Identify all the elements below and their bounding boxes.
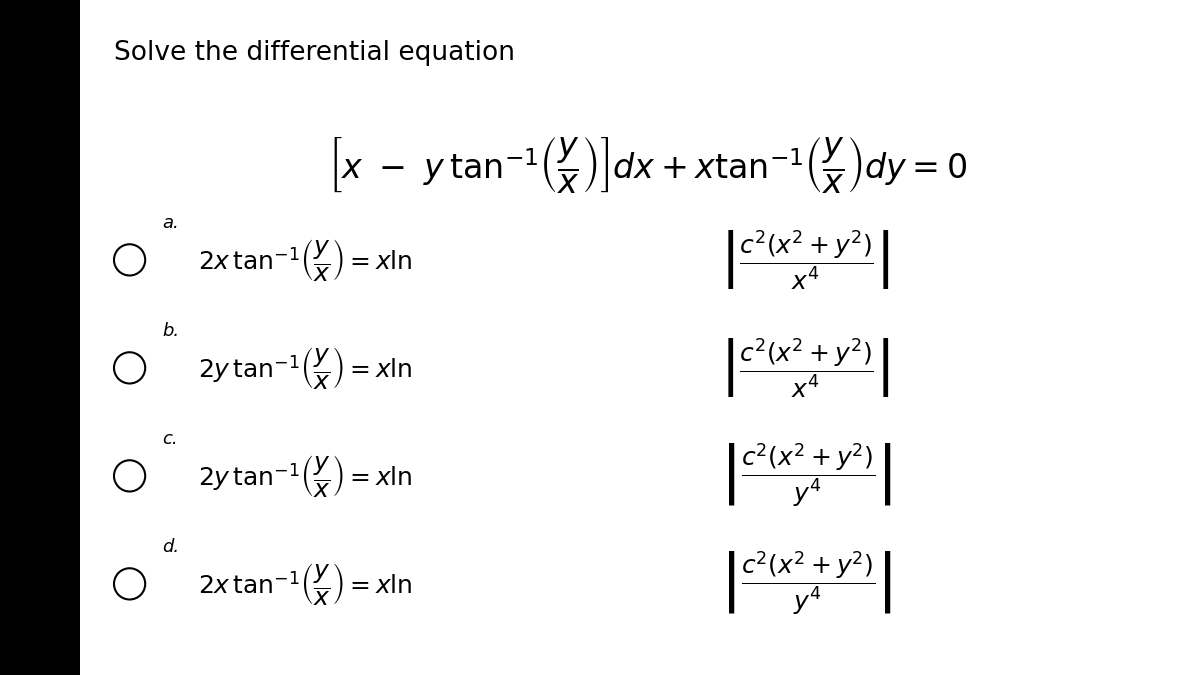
Text: $\left|\dfrac{c^2(x^2+y^2)}{x^4}\right|$: $\left|\dfrac{c^2(x^2+y^2)}{x^4}\right|$ <box>720 336 889 400</box>
Text: $\left[x\ -\ y\,\tan^{-1}\!\left(\dfrac{y}{x}\right)\right]dx + x\tan^{-1}\!\lef: $\left[x\ -\ y\,\tan^{-1}\!\left(\dfrac{… <box>329 136 967 195</box>
Text: b.: b. <box>162 322 179 340</box>
Text: $\left|\dfrac{c^2(x^2+y^2)}{y^4}\right|$: $\left|\dfrac{c^2(x^2+y^2)}{y^4}\right|$ <box>720 442 892 510</box>
Text: $\left|\dfrac{c^2(x^2+y^2)}{x^4}\right|$: $\left|\dfrac{c^2(x^2+y^2)}{x^4}\right|$ <box>720 228 889 292</box>
Text: $\left|\dfrac{c^2(x^2+y^2)}{y^4}\right|$: $\left|\dfrac{c^2(x^2+y^2)}{y^4}\right|$ <box>720 550 892 618</box>
Text: $2x\,\tan^{-1}\!\left(\dfrac{y}{x}\right) = x\ln$: $2x\,\tan^{-1}\!\left(\dfrac{y}{x}\right… <box>198 237 413 283</box>
Text: d.: d. <box>162 538 179 556</box>
Text: Solve the differential equation: Solve the differential equation <box>114 40 515 67</box>
Text: a.: a. <box>162 214 179 232</box>
Text: $2y\,\tan^{-1}\!\left(\dfrac{y}{x}\right) = x\ln$: $2y\,\tan^{-1}\!\left(\dfrac{y}{x}\right… <box>198 345 413 391</box>
Text: c.: c. <box>162 430 178 448</box>
Text: $2x\,\tan^{-1}\!\left(\dfrac{y}{x}\right) = x\ln$: $2x\,\tan^{-1}\!\left(\dfrac{y}{x}\right… <box>198 561 413 607</box>
Text: $2y\,\tan^{-1}\!\left(\dfrac{y}{x}\right) = x\ln$: $2y\,\tan^{-1}\!\left(\dfrac{y}{x}\right… <box>198 453 413 499</box>
Bar <box>0 0 80 675</box>
